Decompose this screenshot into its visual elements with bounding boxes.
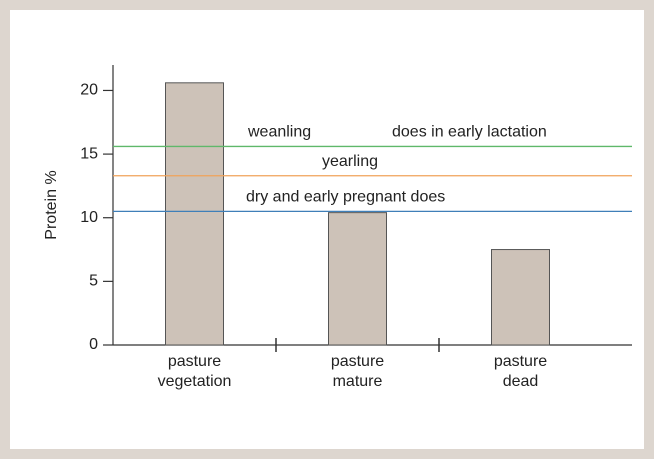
x-tick-label: mature bbox=[333, 373, 383, 390]
reference-label: yearling bbox=[322, 153, 378, 170]
y-tick-label: 10 bbox=[80, 209, 98, 226]
reference-label: dry and early pregnant does bbox=[246, 189, 445, 206]
x-tick-label: pasture bbox=[494, 353, 547, 370]
bar bbox=[491, 249, 550, 346]
y-tick-label: 20 bbox=[80, 82, 98, 99]
x-tick-label: dead bbox=[503, 373, 539, 390]
x-tick-label: pasture bbox=[331, 353, 384, 370]
reference-label: does in early lactation bbox=[392, 124, 547, 141]
y-tick-label: 0 bbox=[89, 336, 98, 353]
y-tick-label: 15 bbox=[80, 145, 98, 162]
bar bbox=[165, 82, 224, 346]
reference-label: weanling bbox=[247, 124, 311, 141]
y-axis-label: Protein % bbox=[43, 170, 60, 239]
bar bbox=[328, 212, 387, 346]
x-tick-label: vegetation bbox=[158, 373, 232, 390]
y-tick-label: 5 bbox=[89, 273, 98, 290]
x-tick-label: pasture bbox=[168, 353, 221, 370]
panel bbox=[10, 10, 644, 449]
